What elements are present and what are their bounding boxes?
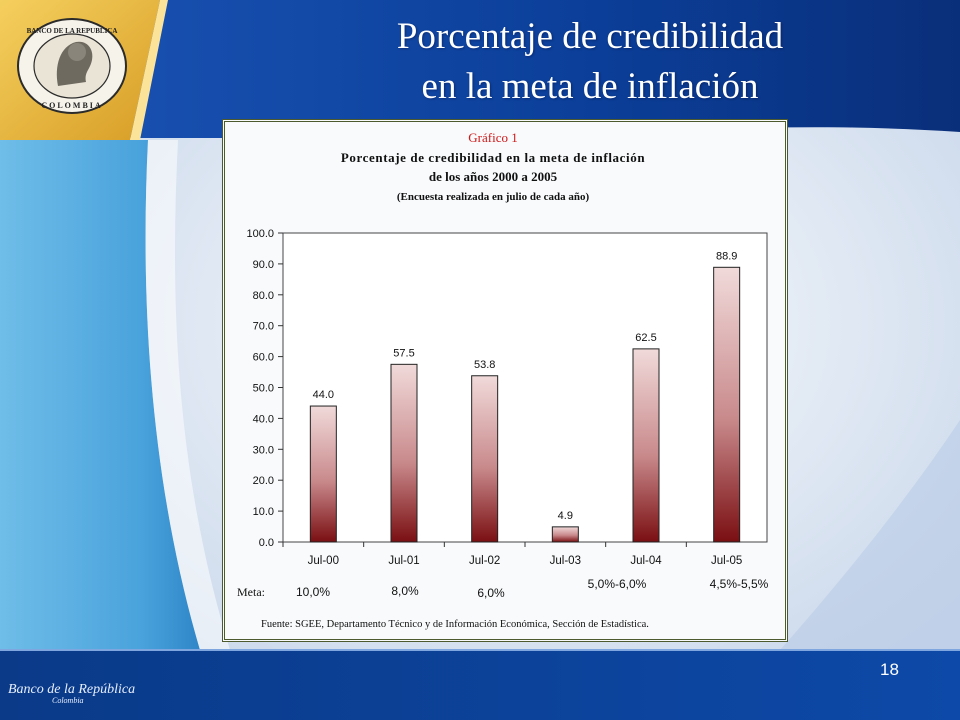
chart-title-line1: Porcentaje de credibilidad en la meta de… — [341, 150, 645, 165]
y-tick-label: 50.0 — [253, 383, 274, 395]
bar — [390, 363, 418, 543]
bar-chart: Gráfico 1 Porcentaje de credibilidad en … — [237, 130, 769, 630]
logo-text-bottom: COLOMBIA — [41, 101, 102, 110]
bar — [632, 348, 660, 543]
bank-seal-logo: BANCO DE LA REPUBLICA COLOMBIA — [17, 18, 127, 114]
chart-title-line2: de los años 2000 a 2005 — [429, 169, 558, 184]
bar — [471, 375, 499, 543]
footer-brand-name: Banco de la República — [8, 682, 136, 697]
x-tick-label: Jul-02 — [469, 555, 500, 567]
chart-source: Fuente: SGEE, Departamento Técnico y de … — [261, 619, 649, 630]
y-tick-label: 0.0 — [259, 537, 274, 549]
footer-brand-sub: Colombia — [52, 696, 84, 705]
meta-value: 5,0%-6,0% — [588, 577, 647, 591]
plot-area: 0.0 10.0 20.0 30.0 40.0 50.0 60.0 70.0 80.0 90.0 1… — [246, 228, 768, 567]
plot-frame — [282, 232, 768, 543]
y-tick-label: 80.0 — [253, 290, 274, 302]
meta-value: 10,0% — [296, 585, 330, 599]
bar-value-label: 88.9 — [716, 250, 737, 262]
bar — [309, 405, 337, 543]
y-tick-label: 10.0 — [253, 506, 274, 518]
x-tick-label: Jul-05 — [711, 555, 742, 567]
x-tick-label: Jul-03 — [550, 555, 581, 567]
slide-title-line2: en la meta de inflación — [421, 66, 759, 107]
chart-panel: Gráfico 1 Porcentaje de credibilidad en … — [222, 119, 788, 642]
y-tick-label: 40.0 — [253, 413, 274, 425]
x-tick-label: Jul-04 — [630, 555, 662, 567]
meta-value: 6,0% — [477, 586, 505, 600]
logo-text-top: BANCO DE LA REPUBLICA — [27, 27, 118, 35]
chart-caption: Gráfico 1 — [468, 130, 517, 145]
bar-value-label: 57.5 — [393, 347, 414, 359]
page-number: 18 — [880, 660, 899, 679]
x-tick-label: Jul-01 — [388, 555, 419, 567]
slide-title-line1: Porcentaje de credibilidad — [396, 16, 784, 57]
meta-value: 8,0% — [391, 584, 419, 598]
meta-label: Meta: — [237, 585, 265, 599]
footer-brand: Banco de la República Colombia — [8, 682, 135, 705]
meta-values: 10,0% 8,0% 6,0% 5,0%-6,0% 4,5%-5,5% — [296, 577, 769, 600]
chart-subtitle: (Encuesta realizada en julio de cada año… — [397, 191, 590, 203]
x-tick-label: Jul-00 — [308, 555, 339, 567]
bar-value-label: 44.0 — [313, 389, 334, 401]
bar — [551, 526, 579, 543]
y-tick-label: 60.0 — [253, 352, 274, 364]
y-tick-label: 100.0 — [246, 228, 274, 240]
bar — [713, 266, 741, 543]
bar-value-label: 62.5 — [635, 332, 656, 344]
slide-title: Porcentaje de credibilidad en la meta de… — [300, 12, 880, 112]
meta-value: 4,5%-5,5% — [710, 577, 769, 591]
y-tick-label: 70.0 — [253, 321, 274, 333]
y-tick-label: 30.0 — [253, 444, 274, 456]
y-tick-label: 90.0 — [253, 259, 274, 271]
y-tick-label: 20.0 — [253, 475, 274, 487]
bar-value-label: 53.8 — [474, 359, 495, 371]
bar-value-label: 4.9 — [558, 510, 573, 522]
